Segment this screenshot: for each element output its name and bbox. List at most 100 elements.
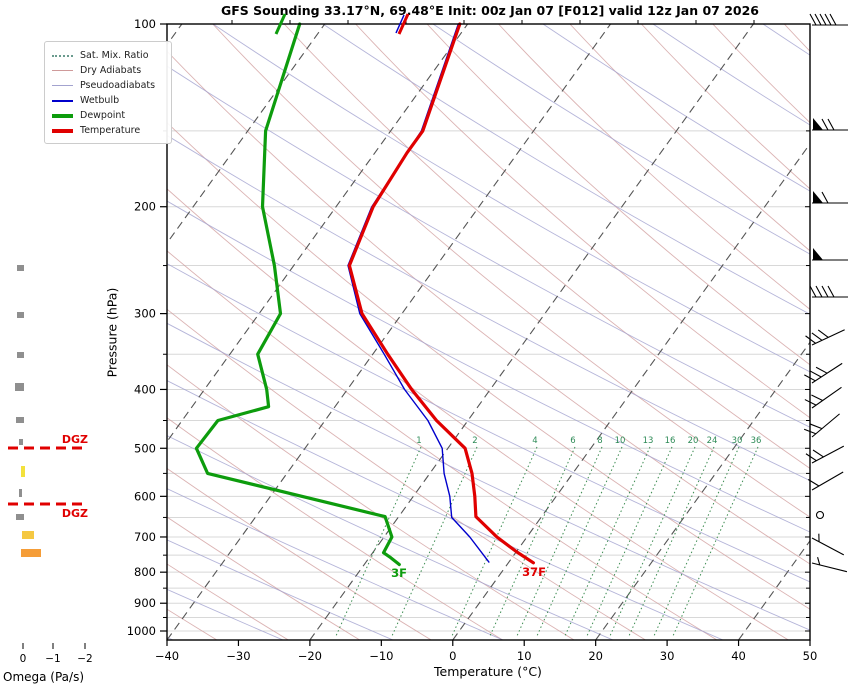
dewpoint-curve	[194, 22, 401, 567]
mixing-ratio-label: 13	[643, 436, 654, 446]
barb-tick	[804, 374, 816, 382]
dry-adiabat-line	[569, 24, 810, 252]
legend-item-dry-adiabats: Dry Adiabats	[52, 63, 165, 78]
dgz-label: DGZ	[62, 507, 88, 520]
temperature-curve	[347, 22, 536, 565]
omega-bar	[17, 312, 24, 318]
omega-axis-label: Omega (Pa/s)	[3, 670, 85, 684]
dry-adiabat-line	[167, 188, 789, 640]
dry-adiabat-line	[712, 24, 810, 124]
legend-label: Dewpoint	[80, 110, 126, 121]
mixing-ratio-label: 36	[751, 436, 762, 446]
isotherm-dashed-line	[167, 24, 469, 443]
temperature-tick-label: −10	[369, 649, 393, 663]
barb-tick	[812, 449, 824, 458]
dry-adiabat-line	[167, 121, 810, 610]
pressure-tick-label: 700	[134, 530, 156, 544]
barb-tick	[824, 13, 832, 26]
pressure-tick-label: 800	[134, 565, 156, 579]
temperature-tick-label: 10	[517, 649, 532, 663]
isotherm-dashed-line	[452, 142, 810, 640]
pressure-tick-label: 400	[134, 382, 156, 396]
wind-barb	[809, 13, 848, 26]
isotherm-dashed-line	[0, 24, 39, 640]
mixing-ratio-label: 8	[597, 436, 602, 446]
barb-tick	[809, 285, 817, 298]
mixing-ratio-line	[516, 446, 603, 637]
barb-tick	[815, 285, 823, 298]
mixing-ratio-label: 1	[416, 436, 421, 446]
temperature-tick-label: 0	[449, 649, 456, 663]
dgz-label: DGZ	[62, 433, 88, 446]
dry-adiabat-line	[167, 364, 575, 640]
dry-adiabat-line	[167, 467, 432, 640]
legend-label: Wetbulb	[80, 95, 120, 106]
pseudoadiabat-line	[167, 380, 724, 640]
mixing-ratio-label: 4	[532, 436, 537, 446]
mixing-ratio-line	[451, 446, 538, 637]
pseudoadiabat-line	[167, 435, 614, 640]
mixing-ratio-line	[335, 446, 422, 637]
mixing-ratio-label: 16	[665, 436, 676, 446]
mixing-ratio-line	[391, 446, 478, 637]
dry-adiabat-line	[641, 24, 810, 190]
barb-staff	[811, 413, 840, 438]
top-marker	[397, 13, 410, 35]
dry-adiabat-line	[498, 24, 810, 310]
wind-barb	[809, 285, 848, 298]
barb-tick	[821, 118, 829, 131]
dry-adiabat-line	[167, 308, 646, 640]
wind-barb	[805, 445, 845, 464]
omega-bar	[21, 466, 25, 477]
pseudoadiabat-line	[167, 488, 504, 640]
wind-barb	[807, 471, 844, 491]
legend-swatch	[52, 85, 73, 86]
mixing-ratio-label: 10	[615, 436, 626, 446]
legend-item-wetbulb: Wetbulb	[52, 93, 165, 108]
barb-staff	[811, 471, 844, 491]
legend-item-sat-mix-ratio: Sat. Mix. Ratio	[52, 48, 165, 63]
pseudoadiabat-line	[167, 134, 810, 482]
barb-pennant	[813, 248, 823, 260]
mixing-ratio-label: 2	[472, 436, 477, 446]
temperature-tick-label: 30	[660, 649, 675, 663]
mixing-ratio-line	[586, 446, 673, 637]
isotherm-dashed-line	[309, 24, 754, 640]
mixing-ratio-label: 20	[688, 436, 699, 446]
legend-swatch	[52, 70, 73, 71]
barb-tick	[803, 428, 817, 435]
pressure-tick-label: 900	[134, 596, 156, 610]
omega-bar	[15, 383, 24, 391]
legend-item-temperature: Temperature	[52, 123, 165, 138]
mixing-ratio-line	[564, 446, 651, 637]
wind-barb	[811, 557, 848, 573]
wind-barb	[812, 248, 848, 261]
wind-barb	[805, 329, 845, 346]
wind-barb	[804, 362, 843, 384]
legend-item-pseudoadiabats: Pseudoadiabats	[52, 78, 165, 93]
barb-tick	[805, 453, 817, 462]
mixing-ratio-label: 30	[732, 436, 743, 446]
barb-tick	[817, 329, 829, 338]
wind-barb	[812, 118, 848, 131]
omega-bar	[19, 489, 22, 497]
temperature-tick-label: −20	[298, 649, 322, 663]
barb-tick	[818, 533, 820, 542]
pseudoadiabat-line	[167, 200, 810, 533]
barb-staff	[811, 362, 843, 384]
barb-tick	[804, 399, 817, 406]
mixing-ratio-label: 6	[570, 436, 575, 446]
pressure-tick-label: 200	[134, 200, 156, 214]
plot-frame	[166, 23, 811, 641]
mixing-ratio-line	[672, 446, 759, 637]
dry-adiabat-line	[426, 24, 810, 366]
pseudoadiabat-line	[432, 24, 810, 255]
barb-staff	[811, 386, 842, 409]
temperature-tick-label: −30	[226, 649, 250, 663]
mixing-ratio-line	[609, 446, 696, 637]
omega-panel: DGZ DGZ 0 −1 −2	[8, 265, 93, 665]
barb-tick	[817, 557, 821, 566]
temperature-axis-label: Temperature (°C)	[434, 664, 542, 679]
pseudoadiabat-line	[542, 24, 810, 192]
